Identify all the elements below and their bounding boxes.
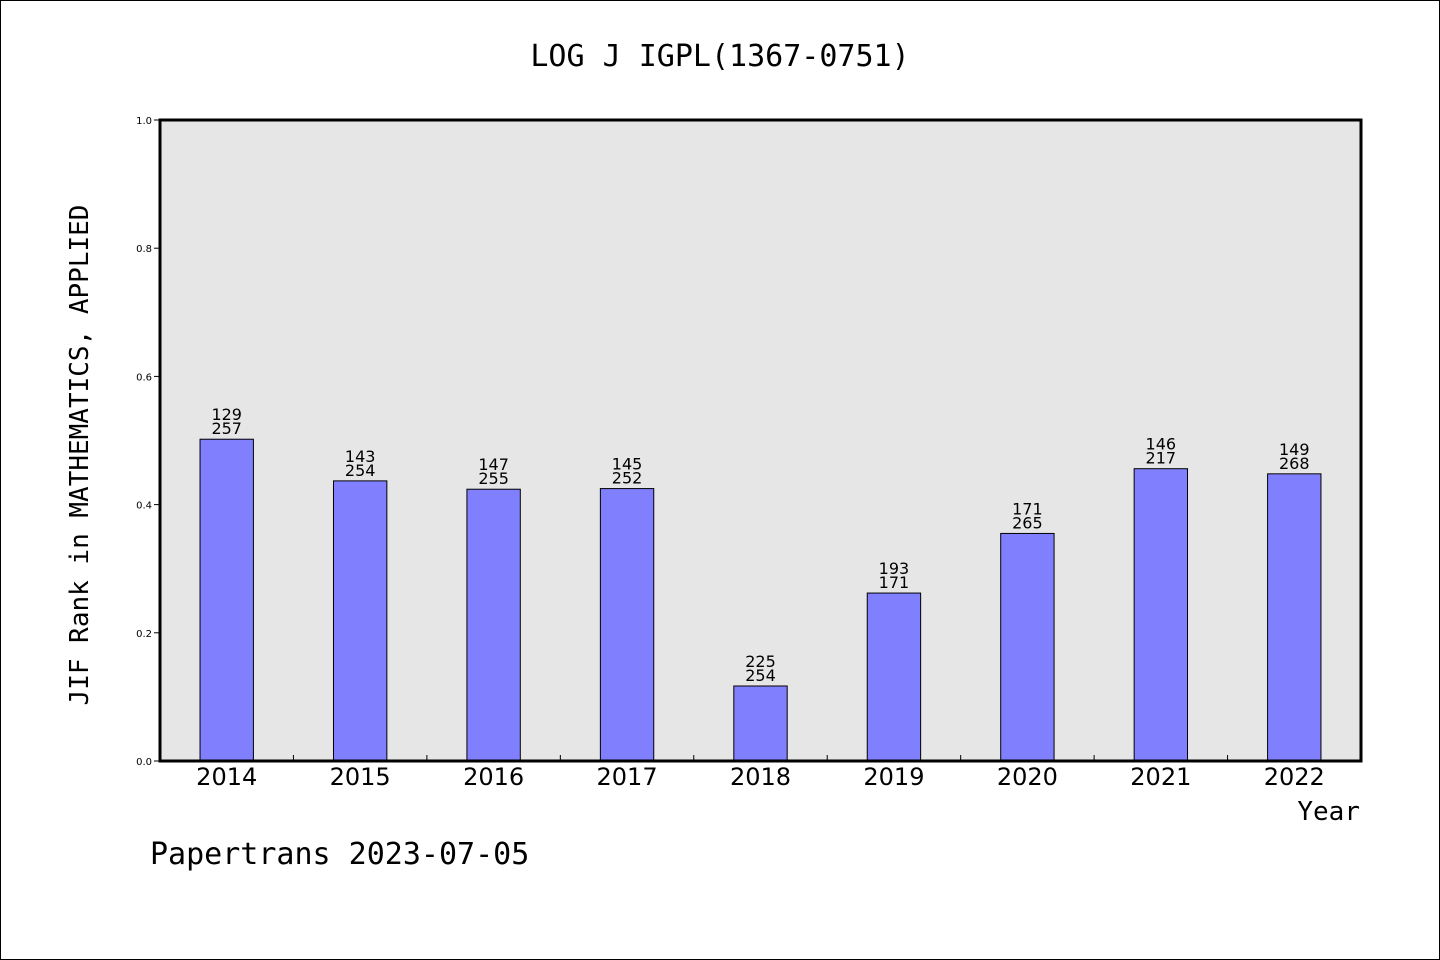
- x-tick-label: 2021: [1130, 763, 1191, 791]
- data-label-rank: 225: [745, 652, 776, 671]
- y-tick-label: 0.0: [136, 757, 152, 768]
- x-tick-label: 2018: [730, 763, 791, 791]
- y-tick-label: 0.8: [136, 244, 152, 255]
- data-label-rank: 146: [1146, 435, 1177, 454]
- bar-2019: [866, 592, 922, 762]
- data-label-rank: 145: [612, 455, 643, 474]
- x-tick-label: 2014: [196, 763, 257, 791]
- x-tick-label: 2020: [997, 763, 1058, 791]
- bar-2015: [332, 480, 388, 762]
- data-label-total: 268: [1279, 454, 1310, 473]
- data-label-rank: 147: [478, 455, 509, 474]
- data-label-total: 255: [478, 469, 509, 488]
- bar-2017: [599, 488, 655, 762]
- data-label-total: 171: [879, 573, 910, 592]
- data-label-total: 257: [211, 419, 242, 438]
- bar-2020: [1000, 532, 1055, 762]
- bar-2016: [466, 488, 521, 762]
- data-label-total: 254: [745, 666, 776, 685]
- x-axis-label: Year: [1297, 797, 1360, 827]
- bar-2018: [733, 685, 788, 762]
- y-tick-label: 0.2: [136, 629, 152, 640]
- y-axis: 0.0 0.2 0.4 0.6 0.8 1.0: [136, 116, 160, 768]
- y-tick-label: 0.6: [136, 372, 152, 383]
- x-axis: 2014 2015 2016 2017 2018 2019 2020 2021 2022: [196, 755, 1325, 791]
- x-tick-label: 2019: [863, 763, 924, 791]
- plot-border: [158, 118, 1363, 763]
- bars: [199, 438, 1322, 762]
- data-label-rank: 149: [1279, 440, 1310, 459]
- y-tick-label: 0.4: [136, 501, 152, 512]
- x-tick-label: 2022: [1264, 763, 1325, 791]
- footer-text: Papertrans 2023-07-05: [150, 837, 529, 872]
- x-tick-label: 2017: [597, 763, 658, 791]
- data-label-rank: 129: [211, 405, 242, 424]
- bar-2021: [1133, 468, 1189, 762]
- bar-2022: [1267, 473, 1322, 762]
- data-label-rank: 143: [345, 447, 376, 466]
- data-label-rank: 171: [1012, 499, 1043, 518]
- data-label-total: 217: [1146, 449, 1177, 468]
- data-label-total: 254: [345, 461, 376, 480]
- bar-2014: [199, 438, 254, 762]
- data-label-total: 265: [1012, 513, 1043, 532]
- y-axis-label: JIF Rank in MATHEMATICS, APPLIED: [65, 205, 95, 706]
- chart-title: LOG J IGPL(1367-0751): [530, 39, 909, 74]
- y-tick-label: 1.0: [136, 116, 152, 127]
- x-tick-label: 2016: [463, 763, 524, 791]
- x-tick-label: 2015: [330, 763, 391, 791]
- data-label-total: 252: [612, 469, 643, 488]
- data-label-rank: 193: [879, 559, 910, 578]
